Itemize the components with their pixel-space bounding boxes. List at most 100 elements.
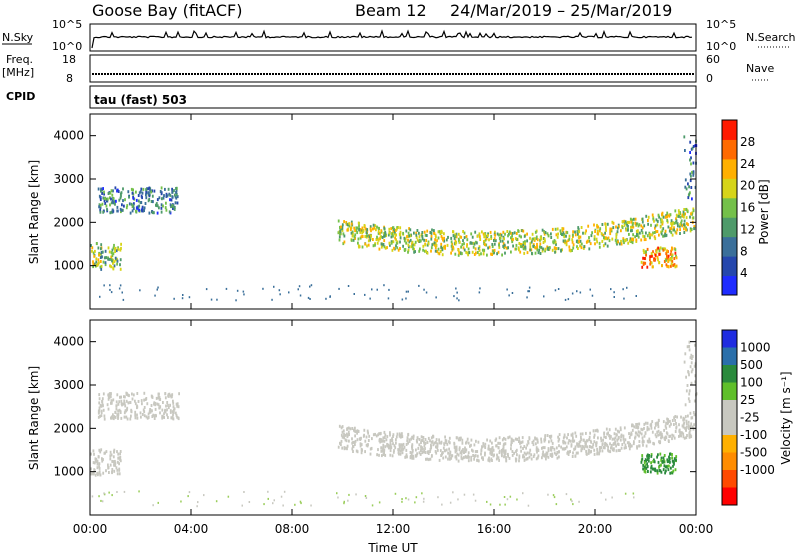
echo-cell: [521, 440, 524, 444]
echo-cell: [378, 432, 380, 436]
echo-cell: [650, 254, 653, 258]
echo-cell: [475, 251, 477, 255]
echo-cell: [687, 371, 690, 375]
echo-cell: [691, 368, 694, 372]
echo-cell: [98, 194, 101, 198]
echo-cell: [350, 220, 353, 224]
echo-cell: [647, 222, 649, 226]
echo-cell: [143, 398, 145, 402]
echo-cell: [501, 454, 503, 458]
echo-cell: [615, 235, 618, 239]
echo-cell: [568, 439, 570, 443]
echo-cell: [405, 448, 408, 452]
echo-cell: [464, 450, 467, 453]
echo-cell: [457, 232, 460, 236]
echo-cell: [536, 450, 538, 454]
echo-cell: [119, 267, 122, 271]
echo-cell: [689, 151, 691, 154]
echo-cell: [646, 265, 649, 269]
echo-cell: [614, 427, 617, 431]
echo-cell: [609, 436, 611, 440]
echo-cell: [399, 247, 401, 250]
echo-cell: [282, 504, 284, 507]
echo-cell: [173, 207, 176, 211]
echo-cell: [685, 226, 687, 230]
echo-cell: [395, 435, 398, 439]
echo-cell: [661, 229, 664, 233]
echo-cell: [496, 232, 499, 236]
echo-cell: [451, 242, 454, 246]
echo-cell: [357, 241, 359, 245]
echo-cell: [456, 297, 458, 300]
echo-cell: [522, 492, 524, 495]
echo-cell: [484, 243, 486, 247]
echo-cell: [93, 452, 95, 456]
echo-cell: [144, 202, 147, 205]
echo-cell: [99, 205, 102, 209]
echo-cell: [139, 190, 142, 194]
power-colorbar-swatch: [722, 275, 737, 296]
echo-cell: [494, 230, 496, 234]
echo-cell: [364, 439, 367, 443]
echo-cell: [95, 457, 98, 461]
power-colorbar-swatch: [722, 158, 737, 179]
echo-cell: [120, 416, 123, 420]
echo-cell: [476, 458, 478, 462]
x-axis-label: Time UT: [367, 541, 418, 554]
echo-cell: [629, 445, 632, 448]
echo-cell: [604, 441, 606, 445]
echo-cell: [540, 440, 543, 444]
echo-cell: [401, 435, 404, 439]
echo-cell: [579, 235, 582, 239]
echo-cell: [557, 247, 560, 251]
echo-cell: [426, 450, 429, 454]
echo-cell: [575, 434, 578, 438]
echo-cell: [297, 288, 299, 291]
echo-cell: [534, 230, 537, 234]
echo-cell: [651, 233, 653, 237]
echo-cell: [461, 438, 464, 442]
echo-cell: [631, 223, 634, 227]
echo-cell: [633, 425, 636, 429]
echo-cell: [676, 228, 679, 232]
echo-cell: [670, 258, 673, 262]
echo-cell: [91, 495, 94, 498]
echo-cell: [675, 231, 678, 235]
echo-cell: [171, 415, 174, 419]
echo-cell: [493, 453, 495, 457]
echo-cell: [504, 452, 507, 455]
echo-cell: [675, 213, 678, 217]
echo-cell: [118, 287, 121, 290]
echo-cell: [119, 456, 122, 459]
echo-cell: [341, 446, 344, 450]
echo-cell: [108, 250, 111, 254]
echo-cell: [461, 457, 464, 461]
echo-cell: [430, 246, 433, 250]
echo-cell: [337, 231, 340, 235]
echo-cell: [553, 246, 556, 250]
echo-cell: [98, 495, 100, 498]
echo-cell: [337, 445, 340, 449]
echo-cell: [107, 463, 109, 467]
echo-cell: [610, 446, 612, 450]
echo-cell: [642, 443, 644, 447]
cpid-value: tau (fast) 503: [94, 93, 187, 107]
echo-cell: [661, 264, 663, 268]
echo-cell: [452, 491, 454, 494]
echo-cell: [532, 439, 535, 443]
echo-cell: [147, 412, 150, 416]
echo-cell: [564, 239, 567, 243]
echo-cell: [433, 441, 436, 445]
echo-cell: [643, 251, 645, 255]
echo-cell: [437, 236, 440, 240]
echo-cell: [387, 443, 390, 447]
echo-cell: [388, 288, 390, 291]
echo-cell: [119, 196, 122, 200]
echo-cell: [514, 237, 517, 241]
echo-cell: [487, 444, 490, 448]
echo-cell: [390, 446, 393, 450]
echo-cell: [376, 288, 378, 291]
echo-cell: [600, 446, 603, 450]
y-tick-label: 3000: [53, 378, 84, 392]
